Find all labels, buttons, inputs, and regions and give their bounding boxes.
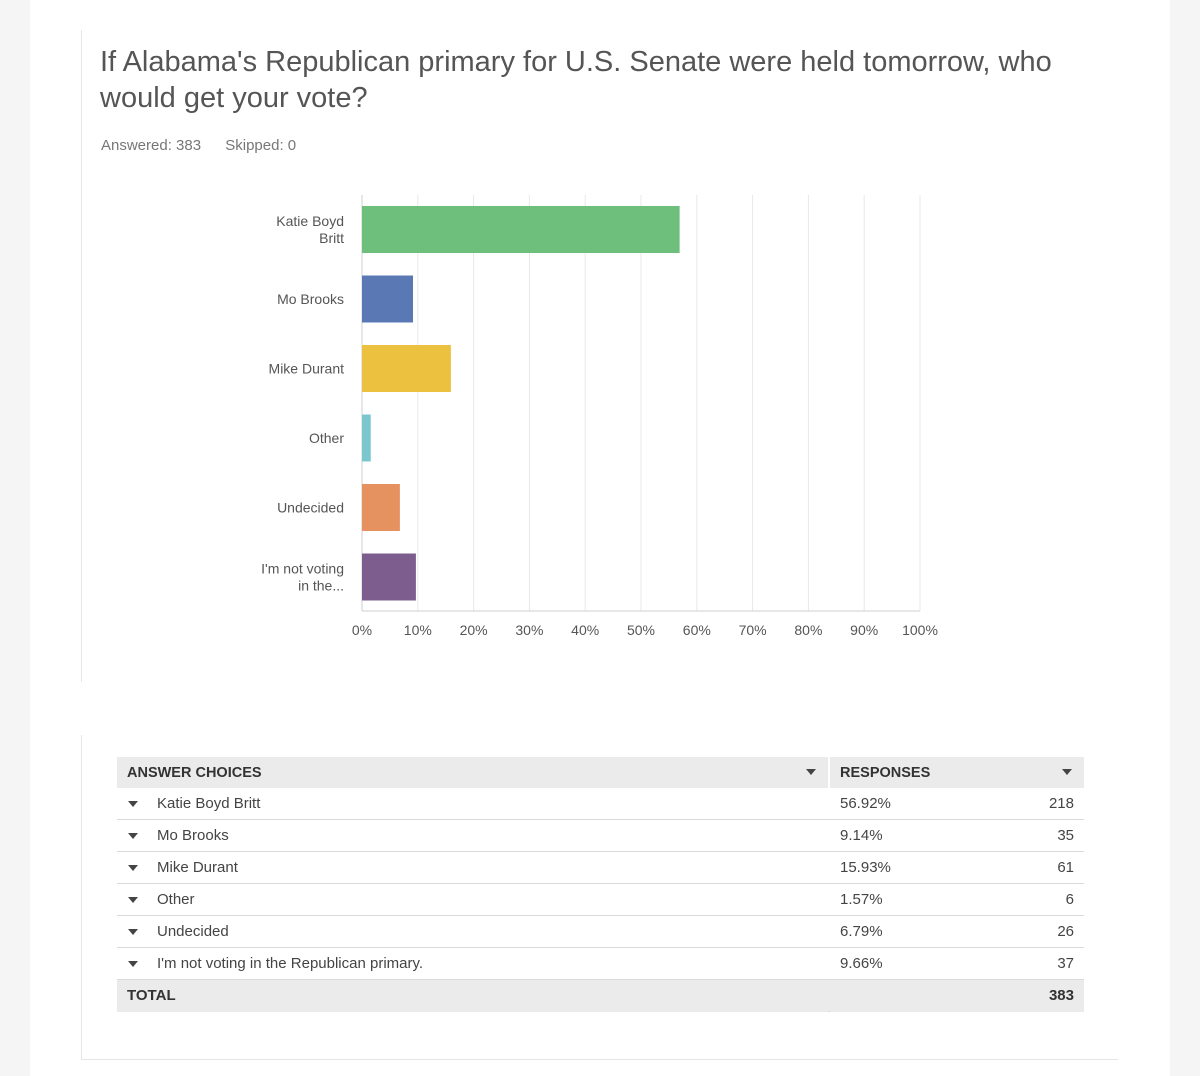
percent-cell: 15.93%	[830, 851, 986, 884]
expand-caret-icon[interactable]	[128, 801, 138, 808]
y-category-label: Mo Brooks	[277, 291, 344, 307]
x-tick-label: 10%	[404, 622, 432, 638]
sort-caret-icon[interactable]	[806, 769, 816, 775]
total-row: TOTAL 383	[117, 979, 1084, 1012]
percent-cell: 1.57%	[830, 883, 986, 916]
table-row: Undecided 6.79% 26	[117, 915, 1084, 948]
expand-caret-icon[interactable]	[128, 961, 138, 968]
percent-cell: 6.79%	[830, 915, 986, 948]
count-cell: 218	[985, 788, 1084, 820]
y-category-label: Britt	[319, 230, 344, 246]
question-title: If Alabama's Republican primary for U.S.…	[100, 46, 1052, 114]
count-cell: 61	[985, 851, 1084, 884]
x-tick-label: 70%	[739, 622, 767, 638]
skipped-count: Skipped: 0	[225, 137, 297, 154]
expand-caret-icon[interactable]	[128, 865, 138, 872]
percent-cell: 56.92%	[830, 788, 986, 820]
y-category-label: in the...	[298, 578, 344, 594]
x-tick-label: 80%	[794, 622, 822, 638]
total-count: 383	[985, 979, 1084, 1012]
choice-cell: Other	[117, 883, 828, 916]
count-cell: 26	[985, 915, 1084, 948]
total-label: TOTAL	[117, 979, 828, 1012]
choice-cell: Katie Boyd Britt	[117, 788, 828, 820]
bar[interactable]	[362, 275, 414, 323]
x-tick-label: 40%	[571, 622, 599, 638]
table-row: Katie Boyd Britt 56.92% 218	[117, 788, 1084, 820]
choice-cell: I'm not voting in the Republican primary…	[117, 947, 828, 980]
choice-cell: Mike Durant	[117, 851, 828, 884]
y-category-label: Katie Boyd	[276, 213, 344, 229]
column-divider	[828, 757, 830, 788]
sort-caret-icon[interactable]	[1062, 769, 1072, 775]
x-tick-label: 90%	[850, 622, 878, 638]
y-category-label: Undecided	[277, 500, 344, 516]
bar[interactable]	[362, 206, 680, 253]
bar[interactable]	[362, 345, 451, 392]
responses-header[interactable]: RESPONSES	[830, 757, 1084, 788]
answer-choices-header[interactable]: ANSWER CHOICES	[117, 757, 828, 788]
table-row: I'm not voting in the Republican primary…	[117, 947, 1084, 980]
count-cell: 6	[985, 883, 1084, 916]
response-summary: Answered: 383 Skipped: 0	[101, 137, 296, 154]
y-category-label: Other	[309, 430, 344, 446]
table-row: Other 1.57% 6	[117, 883, 1084, 916]
x-tick-label: 60%	[683, 622, 711, 638]
percent-cell: 9.66%	[830, 947, 986, 980]
chart-card	[81, 30, 1118, 682]
x-tick-label: 30%	[515, 622, 543, 638]
choice-cell: Mo Brooks	[117, 819, 828, 852]
x-tick-label: 0%	[352, 622, 372, 638]
bar[interactable]	[362, 414, 371, 462]
y-category-label: I'm not voting	[261, 561, 344, 577]
table-row: Mike Durant 15.93% 61	[117, 851, 1084, 884]
results-table: ANSWER CHOICES RESPONSES Katie Boyd Brit…	[117, 757, 1084, 1012]
x-tick-label: 100%	[902, 622, 938, 638]
expand-caret-icon[interactable]	[128, 897, 138, 904]
table-row: Mo Brooks 9.14% 35	[117, 819, 1084, 852]
count-cell: 37	[985, 947, 1084, 980]
bar[interactable]	[362, 484, 400, 531]
expand-caret-icon[interactable]	[128, 833, 138, 840]
count-cell: 35	[985, 819, 1084, 852]
x-tick-label: 20%	[460, 622, 488, 638]
bar-chart: 0% 10% 20% 30% 40% 50% 60% 70% 80% 90% 100% Katie B…	[261, 195, 938, 638]
bar[interactable]	[362, 553, 416, 601]
y-category-label: Mike Durant	[269, 361, 345, 377]
table-header-row: ANSWER CHOICES RESPONSES	[117, 757, 1084, 788]
answered-count: Answered: 383	[101, 137, 202, 154]
percent-cell: 9.14%	[830, 819, 986, 852]
expand-caret-icon[interactable]	[128, 929, 138, 936]
x-tick-label: 50%	[627, 622, 655, 638]
choice-cell: Undecided	[117, 915, 828, 948]
